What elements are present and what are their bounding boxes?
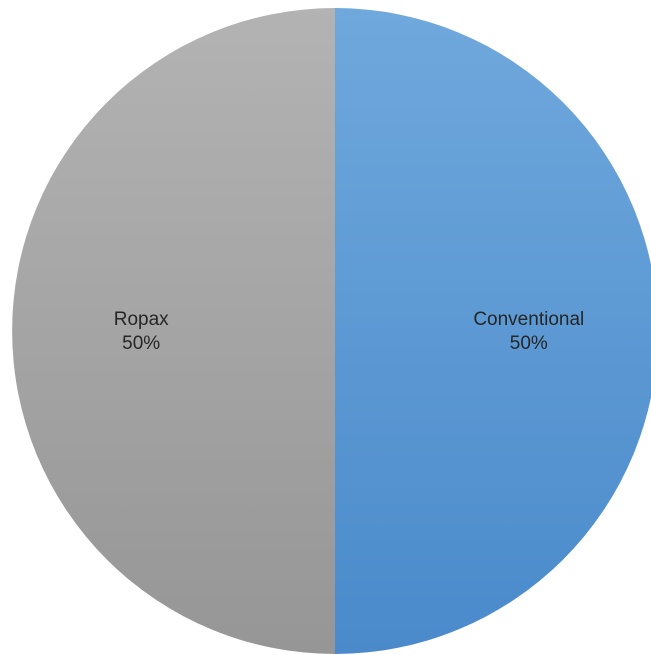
slice-percent-label: 50% bbox=[510, 333, 548, 354]
pie-slices bbox=[12, 8, 651, 654]
pie-slice-conventional bbox=[335, 8, 651, 654]
slice-category-label: Conventional bbox=[473, 309, 584, 330]
pie-slice-ropax bbox=[12, 8, 335, 654]
pie-labels: Conventional 50% Ropax 50% bbox=[114, 309, 585, 354]
slice-percent-label: 50% bbox=[122, 333, 160, 354]
slice-category-label: Ropax bbox=[114, 309, 169, 330]
